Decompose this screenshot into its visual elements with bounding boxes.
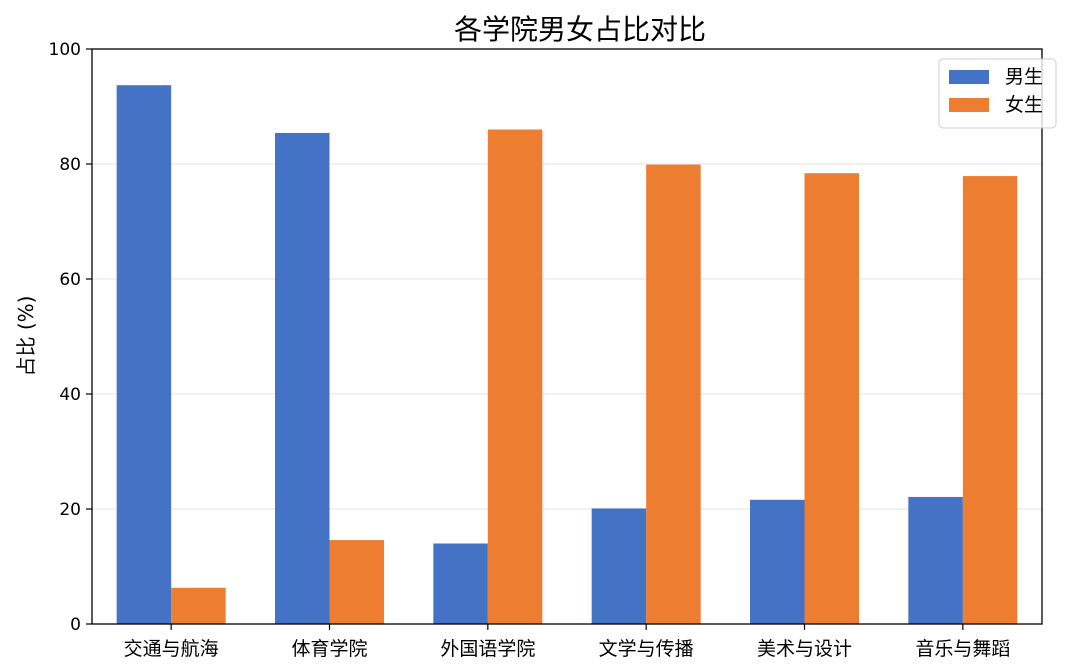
x-tick-label: 音乐与舞蹈 xyxy=(915,638,1010,660)
bar-female xyxy=(487,129,543,624)
y-tick-label: 100 xyxy=(49,40,81,60)
chart-title: 各学院男女占比对比 xyxy=(454,13,706,46)
y-tick-label: 0 xyxy=(70,615,81,635)
y-tick-label: 80 xyxy=(59,155,81,175)
y-axis-ticks: 0 20 40 60 80 100 xyxy=(49,40,92,635)
x-tick-label: 交通与航海 xyxy=(124,638,219,660)
bar-male xyxy=(591,508,647,624)
bar-male xyxy=(908,496,963,624)
y-tick-label: 20 xyxy=(59,500,81,520)
gridlines xyxy=(92,163,1042,510)
y-tick-label: 60 xyxy=(59,270,81,290)
bar-male xyxy=(750,499,805,624)
y-tick-label: 40 xyxy=(59,385,81,405)
x-tick-label: 体育学院 xyxy=(291,638,367,660)
plot-frame xyxy=(91,48,1043,625)
bar-male xyxy=(275,132,330,624)
x-tick-label: 文学与传播 xyxy=(599,638,694,660)
bar-male xyxy=(116,85,172,625)
y-axis-label: 占比 (%) xyxy=(14,296,38,377)
legend-label: 女生 xyxy=(1005,94,1043,116)
bar-female xyxy=(329,540,384,624)
legend-swatch xyxy=(949,98,989,112)
x-tick-label: 美术与设计 xyxy=(757,638,852,660)
legend-label: 男生 xyxy=(1005,66,1043,88)
bars xyxy=(116,85,1018,625)
bar-female xyxy=(962,176,1018,624)
x-axis-ticks: 交通与航海 体育学院 外国语学院 文学与传播 美术与设计 音乐与舞蹈 xyxy=(124,624,1010,660)
x-tick-label: 外国语学院 xyxy=(440,638,535,660)
bar-male xyxy=(433,543,488,624)
legend-swatch xyxy=(949,70,989,84)
bar-female xyxy=(646,164,701,624)
bar-female xyxy=(804,173,859,624)
bar-female xyxy=(171,587,226,624)
